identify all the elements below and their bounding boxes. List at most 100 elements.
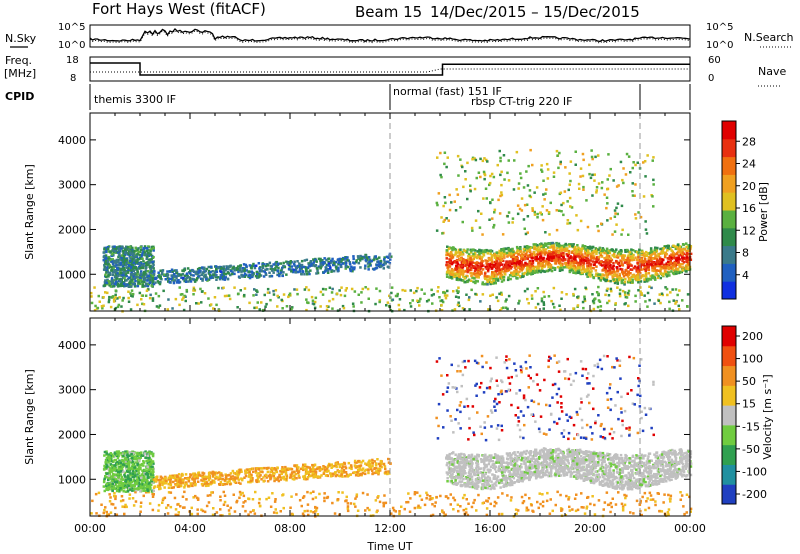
echo-cell bbox=[538, 492, 541, 495]
echo-cell bbox=[103, 281, 107, 284]
echo-cell bbox=[687, 258, 690, 261]
echo-cell bbox=[480, 264, 483, 268]
echo-cell bbox=[219, 514, 222, 517]
echo-cell bbox=[384, 501, 388, 505]
echo-cell bbox=[142, 272, 145, 275]
echo-cell bbox=[618, 294, 622, 298]
echo-cell bbox=[541, 500, 545, 503]
echo-cell bbox=[481, 255, 484, 259]
echo-cell bbox=[124, 503, 127, 507]
echo-cell bbox=[657, 299, 661, 302]
echo-cell bbox=[264, 268, 267, 271]
echo-cell bbox=[100, 305, 104, 308]
echo-cell bbox=[456, 263, 460, 266]
echo-cell bbox=[221, 273, 224, 277]
echo-cell bbox=[472, 257, 475, 261]
echo-cell bbox=[618, 292, 622, 295]
echo-cell bbox=[678, 289, 681, 292]
echo-cell bbox=[627, 304, 630, 308]
echo-cell bbox=[331, 257, 334, 261]
echo-cell bbox=[307, 288, 311, 292]
echo-cell bbox=[611, 267, 614, 270]
echo-cell bbox=[122, 276, 125, 279]
echo-cell bbox=[513, 264, 516, 267]
echo-cell bbox=[409, 302, 412, 305]
echo-cell bbox=[498, 252, 502, 255]
echo-cell bbox=[417, 504, 420, 508]
echo-cell bbox=[609, 257, 612, 260]
echo-cell bbox=[679, 251, 682, 254]
echo-cell bbox=[672, 299, 675, 302]
echo-cell bbox=[128, 245, 132, 249]
echo-cell bbox=[545, 188, 548, 191]
echo-cell bbox=[472, 248, 475, 251]
echo-cell bbox=[152, 282, 156, 286]
echo-cell bbox=[616, 267, 619, 270]
echo-cell bbox=[425, 497, 428, 500]
echo-cell bbox=[185, 498, 188, 501]
echo-cell bbox=[205, 504, 209, 508]
echo-cell bbox=[254, 264, 258, 267]
echo-cell bbox=[497, 262, 501, 265]
echo-cell bbox=[574, 163, 577, 166]
echo-cell bbox=[520, 197, 524, 200]
echo-cell bbox=[452, 290, 455, 293]
echo-cell bbox=[470, 274, 473, 278]
echo-cell bbox=[198, 269, 201, 272]
echo-cell bbox=[330, 270, 333, 273]
echo-cell bbox=[346, 505, 350, 508]
echo-cell bbox=[475, 266, 478, 269]
echo-cell bbox=[496, 273, 499, 276]
echo-cell bbox=[194, 494, 197, 498]
echo-cell bbox=[130, 294, 133, 297]
echo-cell bbox=[151, 508, 155, 512]
echo-cell bbox=[525, 506, 529, 509]
echo-cell bbox=[483, 177, 486, 181]
echo-cell bbox=[482, 283, 486, 286]
echo-cell bbox=[568, 243, 571, 246]
echo-cell bbox=[523, 289, 527, 293]
echo-cell bbox=[607, 503, 611, 506]
echo-cell bbox=[580, 249, 583, 252]
echo-cell bbox=[335, 292, 339, 295]
echo-cell bbox=[688, 495, 691, 499]
echo-cell bbox=[401, 288, 404, 292]
echo-cell bbox=[211, 513, 215, 517]
echo-cell bbox=[131, 497, 135, 500]
echo-cell bbox=[153, 270, 156, 273]
echo-cell bbox=[470, 249, 473, 253]
echo-cell bbox=[140, 298, 143, 301]
echo-cell bbox=[112, 262, 115, 265]
echo-cell bbox=[366, 493, 369, 496]
echo-cell bbox=[269, 267, 272, 271]
echo-cell bbox=[572, 271, 575, 274]
echo-cell bbox=[488, 218, 491, 221]
echo-cell bbox=[111, 281, 114, 284]
echo-cell bbox=[98, 300, 101, 303]
echo-cell bbox=[634, 256, 637, 259]
echo-cell bbox=[276, 305, 279, 308]
echo-cell bbox=[526, 287, 529, 291]
echo-cell bbox=[499, 156, 502, 160]
echo-cell bbox=[545, 269, 549, 273]
echo-cell bbox=[462, 275, 465, 278]
echo-cell bbox=[530, 254, 534, 257]
echo-cell bbox=[443, 291, 447, 295]
echo-cell bbox=[451, 273, 455, 276]
echo-cell bbox=[540, 170, 544, 173]
echo-cell bbox=[305, 258, 309, 262]
echo-cell bbox=[663, 493, 666, 496]
echo-cell bbox=[635, 276, 639, 279]
echo-cell bbox=[253, 266, 257, 270]
echo-cell bbox=[164, 278, 167, 281]
echo-cell bbox=[553, 306, 556, 309]
echo-cell bbox=[540, 242, 543, 245]
echo-cell bbox=[498, 249, 501, 253]
echo-cell bbox=[641, 263, 644, 267]
echo-cell bbox=[652, 183, 655, 186]
echo-cell bbox=[291, 270, 295, 274]
echo-cell bbox=[138, 262, 141, 266]
echo-cell bbox=[665, 273, 668, 276]
echo-cell bbox=[636, 270, 640, 274]
echo-cell bbox=[607, 294, 611, 297]
